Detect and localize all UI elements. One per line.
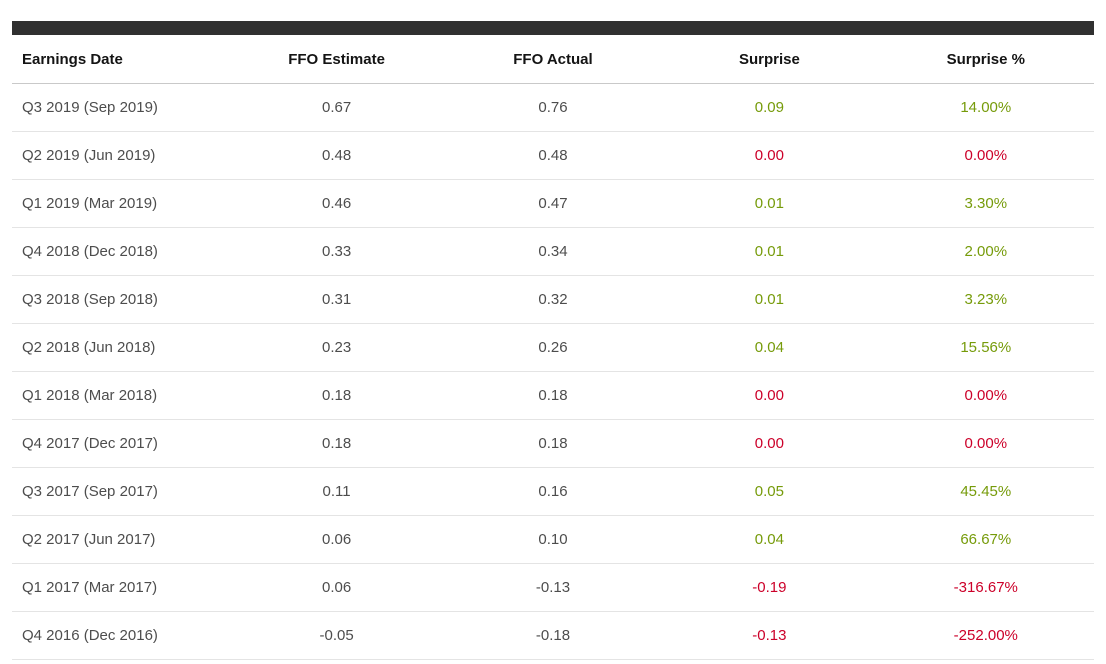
cell-ffo-actual: -0.13 [444,563,662,612]
table-row: Q2 2018 (Jun 2018) 0.23 0.26 0.04 15.56% [12,323,1094,372]
cell-ffo-actual: 0.48 [444,131,662,180]
cell-ffo-actual: 0.18 [444,371,662,420]
cell-surprise-pct: 3.30% [877,179,1094,228]
cell-surprise-pct: 0.00% [877,371,1094,420]
cell-surprise-pct: 0.00% [877,419,1094,468]
cell-surprise: 0.01 [661,275,878,324]
cell-ffo-estimate: 0.67 [228,83,445,132]
cell-surprise-pct: 0.00% [877,131,1094,180]
cell-surprise: -0.13 [661,611,878,660]
cell-ffo-estimate: 0.11 [228,467,445,516]
column-header-earnings-date: Earnings Date [12,35,229,84]
table-row: Q3 2018 (Sep 2018) 0.31 0.32 0.01 3.23% [12,275,1094,324]
cell-surprise-pct: 15.56% [877,323,1094,372]
cell-surprise: 0.01 [661,227,878,276]
cell-surprise-pct: 3.23% [877,275,1094,324]
cell-ffo-estimate: 0.18 [228,419,445,468]
table-row: Q4 2016 (Dec 2016) -0.05 -0.18 -0.13 -252.00… [12,611,1094,660]
column-header-ffo-estimate: FFO Estimate [228,35,445,84]
cell-ffo-estimate: 0.18 [228,371,445,420]
cell-ffo-actual: 0.76 [444,83,662,132]
cell-ffo-estimate: 0.06 [228,515,445,564]
cell-surprise: 0.04 [661,515,878,564]
cell-earnings-date: Q1 2019 (Mar 2019) [12,179,229,228]
cell-ffo-actual: 0.10 [444,515,662,564]
earnings-table-container: Earnings Date FFO Estimate FFO Actual Su… [12,21,1094,660]
cell-ffo-estimate: 0.48 [228,131,445,180]
table-row: Q2 2017 (Jun 2017) 0.06 0.10 0.04 66.67% [12,515,1094,564]
column-header-ffo-actual: FFO Actual [444,35,662,84]
cell-ffo-actual: 0.18 [444,419,662,468]
column-header-surprise-pct: Surprise % [877,35,1094,84]
cell-ffo-estimate: 0.46 [228,179,445,228]
table-row: Q1 2018 (Mar 2018) 0.18 0.18 0.00 0.00% [12,371,1094,420]
cell-earnings-date: Q3 2017 (Sep 2017) [12,467,229,516]
table-row: Q2 2019 (Jun 2019) 0.48 0.48 0.00 0.00% [12,131,1094,180]
cell-surprise: 0.01 [661,179,878,228]
cell-ffo-actual: -0.18 [444,611,662,660]
table-row: Q4 2017 (Dec 2017) 0.18 0.18 0.00 0.00% [12,419,1094,468]
table-row: Q4 2018 (Dec 2018) 0.33 0.34 0.01 2.00% [12,227,1094,276]
cell-surprise: -0.19 [661,563,878,612]
cell-surprise: 0.00 [661,419,878,468]
cell-ffo-actual: 0.26 [444,323,662,372]
cell-ffo-actual: 0.47 [444,179,662,228]
table-row: Q3 2017 (Sep 2017) 0.11 0.16 0.05 45.45% [12,467,1094,516]
column-header-surprise: Surprise [661,35,878,84]
cell-earnings-date: Q1 2018 (Mar 2018) [12,371,229,420]
cell-earnings-date: Q3 2019 (Sep 2019) [12,83,229,132]
cell-surprise-pct: -316.67% [877,563,1094,612]
table-header: Earnings Date FFO Estimate FFO Actual Su… [12,35,1094,84]
cell-earnings-date: Q4 2017 (Dec 2017) [12,419,229,468]
cell-earnings-date: Q4 2016 (Dec 2016) [12,611,229,660]
table-row: Q3 2019 (Sep 2019) 0.67 0.76 0.09 14.00% [12,83,1094,132]
cell-surprise: 0.04 [661,323,878,372]
cell-surprise-pct: 14.00% [877,83,1094,132]
cell-ffo-estimate: -0.05 [228,611,445,660]
cell-earnings-date: Q4 2018 (Dec 2018) [12,227,229,276]
cell-ffo-estimate: 0.31 [228,275,445,324]
cell-surprise: 0.00 [661,131,878,180]
cell-surprise: 0.09 [661,83,878,132]
cell-ffo-estimate: 0.06 [228,563,445,612]
table-row: Q1 2019 (Mar 2019) 0.46 0.47 0.01 3.30% [12,179,1094,228]
cell-earnings-date: Q2 2017 (Jun 2017) [12,515,229,564]
header-row: Earnings Date FFO Estimate FFO Actual Su… [12,35,1094,84]
cell-ffo-actual: 0.34 [444,227,662,276]
cell-surprise: 0.05 [661,467,878,516]
table-body: Q3 2019 (Sep 2019) 0.67 0.76 0.09 14.00% Q2 2… [12,83,1094,660]
table-top-bar [12,21,1094,35]
earnings-surprise-table: Earnings Date FFO Estimate FFO Actual Su… [12,35,1094,660]
cell-surprise: 0.00 [661,371,878,420]
cell-ffo-actual: 0.16 [444,467,662,516]
cell-earnings-date: Q1 2017 (Mar 2017) [12,563,229,612]
cell-ffo-estimate: 0.33 [228,227,445,276]
cell-surprise-pct: 2.00% [877,227,1094,276]
table-row: Q1 2017 (Mar 2017) 0.06 -0.13 -0.19 -316.67% [12,563,1094,612]
cell-ffo-actual: 0.32 [444,275,662,324]
cell-ffo-estimate: 0.23 [228,323,445,372]
cell-earnings-date: Q2 2018 (Jun 2018) [12,323,229,372]
cell-earnings-date: Q2 2019 (Jun 2019) [12,131,229,180]
cell-surprise-pct: 66.67% [877,515,1094,564]
cell-surprise-pct: 45.45% [877,467,1094,516]
cell-surprise-pct: -252.00% [877,611,1094,660]
cell-earnings-date: Q3 2018 (Sep 2018) [12,275,229,324]
